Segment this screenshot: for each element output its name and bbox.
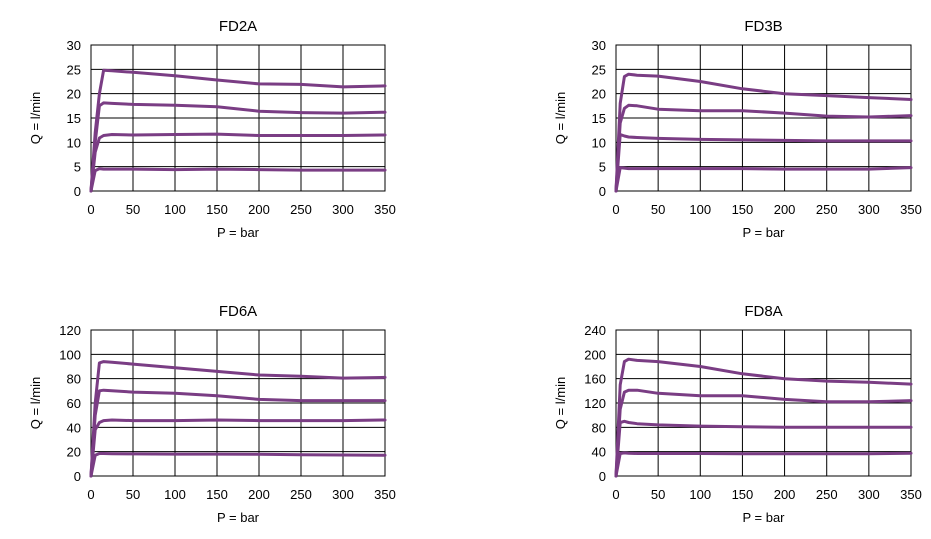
chart-fd6a-curve-3 — [89, 418, 387, 478]
chart-fd6a-xtick-label: 50 — [126, 487, 140, 502]
chart-fd6a-frame — [90, 329, 386, 477]
chart-fd6a-ytick-label: 0 — [74, 469, 81, 484]
chart-fd2a-ytick-label: 10 — [67, 135, 81, 150]
chart-fd6a-xlabel: P = bar — [217, 510, 260, 525]
chart-fd8a-xtick-label: 300 — [858, 487, 880, 502]
chart-fd2a-ytick-label: 25 — [67, 62, 81, 77]
chart-fd2a-curve-3 — [89, 132, 387, 193]
chart-fd2a-curve-4 — [89, 167, 387, 193]
chart-fd2a-ytick-label: 15 — [67, 111, 81, 126]
chart-fd8a-xtick-label: 250 — [816, 487, 838, 502]
chart-fd3b-ytick-label: 0 — [599, 184, 606, 199]
chart-fd3b-curve-2 — [614, 103, 913, 193]
chart-fd2a-xlabel: P = bar — [217, 225, 260, 240]
chart-fd8a-ytick-label: 0 — [599, 469, 606, 484]
chart-fd6a-xtick-label: 150 — [206, 487, 228, 502]
chart-fd6a-ylabel: Q = l/min — [28, 377, 43, 429]
chart-fd6a-curve-4 — [89, 452, 387, 478]
chart-fd6a-xtick-label: 200 — [248, 487, 270, 502]
chart-fd2a: 0 50 100 150 200 250 300 350 0 5 10 15 20 25 30 FD2A P =… — [28, 18, 396, 240]
chart-fd8a-ytick-label: 240 — [584, 323, 606, 338]
chart-fd3b-xtick-label: 200 — [774, 202, 796, 217]
chart-fd2a-curve-2 — [89, 101, 387, 193]
chart-fd6a-ytick-label: 120 — [59, 323, 81, 338]
chart-fd3b-curve-4 — [614, 166, 913, 193]
chart-fd6a-ytick-label: 80 — [67, 372, 81, 387]
chart-fd2a-xtick-label: 300 — [332, 202, 354, 217]
chart-fd6a-curve-2 — [89, 388, 387, 478]
chart-fd3b-xtick-label: 50 — [651, 202, 665, 217]
chart-fd8a: 0 50 100 150 200 250 300 350 0 40 80 120 160 200 240 FD… — [553, 303, 922, 525]
chart-fd3b-curve-3 — [614, 133, 913, 193]
chart-fd8a-ytick-label: 120 — [584, 396, 606, 411]
chart-fd6a-curve-1 — [89, 360, 387, 478]
chart-fd8a-xtick-label: 350 — [900, 487, 922, 502]
chart-fd8a-ylabel: Q = l/min — [553, 377, 568, 429]
chart-fd3b-xtick-label: 0 — [612, 202, 619, 217]
chart-fd8a-ytick-label: 80 — [592, 420, 606, 435]
chart-fd8a-xtick-label: 200 — [774, 487, 796, 502]
chart-fd3b-xtick-label: 350 — [900, 202, 922, 217]
chart-fd8a-curve-3 — [614, 419, 913, 478]
chart-fd3b-xtick-label: 100 — [689, 202, 711, 217]
chart-fd2a-ytick-label: 0 — [74, 184, 81, 199]
chart-fd8a-ytick-label: 160 — [584, 372, 606, 387]
chart-fd8a-curve-4 — [614, 451, 913, 478]
chart-fd6a: 0 50 100 150 200 250 300 350 0 20 40 60 80 100 120 FD6A… — [28, 303, 396, 525]
chart-fd3b-ytick-label: 30 — [592, 38, 606, 53]
chart-fd8a-xtick-label: 150 — [732, 487, 754, 502]
chart-fd6a-xtick-label: 0 — [87, 487, 94, 502]
chart-fd6a-xtick-label: 300 — [332, 487, 354, 502]
chart-fd3b-xtick-label: 250 — [816, 202, 838, 217]
chart-fd2a-xtick-label: 50 — [126, 202, 140, 217]
chart-fd3b-ytick-label: 20 — [592, 87, 606, 102]
chart-fd2a-xtick-label: 250 — [290, 202, 312, 217]
chart-fd8a-curve-2 — [614, 388, 913, 478]
chart-fd8a-curve-1 — [614, 357, 913, 478]
chart-fd8a-xtick-label: 0 — [612, 487, 619, 502]
chart-fd2a-xtick-label: 100 — [164, 202, 186, 217]
chart-fd6a-title: FD6A — [219, 303, 257, 320]
chart-fd3b-ytick-label: 15 — [592, 111, 606, 126]
chart-fd3b-frame — [615, 44, 912, 192]
chart-fd2a-xtick-label: 150 — [206, 202, 228, 217]
chart-fd2a-curve-1 — [89, 68, 387, 193]
chart-fd6a-ytick-label: 40 — [67, 420, 81, 435]
chart-fd2a-frame — [90, 44, 386, 192]
chart-fd2a-title: FD2A — [219, 18, 257, 35]
chart-fd3b-title: FD3B — [744, 18, 782, 35]
chart-fd8a-xlabel: P = bar — [742, 510, 785, 525]
chart-fd3b-ylabel: Q = l/min — [553, 92, 568, 144]
chart-fd6a-xtick-label: 350 — [374, 487, 396, 502]
chart-fd8a-xtick-label: 100 — [689, 487, 711, 502]
chart-fd2a-ytick-label: 30 — [67, 38, 81, 53]
chart-fd8a-ytick-label: 200 — [584, 347, 606, 362]
chart-fd2a-xtick-label: 200 — [248, 202, 270, 217]
chart-fd2a-ytick-label: 5 — [74, 160, 81, 175]
chart-fd2a-xtick-label: 0 — [87, 202, 94, 217]
chart-fd6a-ytick-label: 20 — [67, 445, 81, 460]
chart-fd3b-ytick-label: 5 — [599, 160, 606, 175]
chart-fd6a-ytick-label: 60 — [67, 396, 81, 411]
chart-fd6a-xtick-label: 250 — [290, 487, 312, 502]
chart-fd6a-ytick-label: 100 — [59, 347, 81, 362]
chart-fd3b-curve-1 — [614, 72, 913, 193]
chart-fd3b-ytick-label: 10 — [592, 135, 606, 150]
chart-fd3b-xtick-label: 300 — [858, 202, 880, 217]
chart-fd2a-ylabel: Q = l/min — [28, 92, 43, 144]
chart-fd2a-ytick-label: 20 — [67, 87, 81, 102]
chart-fd8a-ytick-label: 40 — [592, 445, 606, 460]
chart-fd3b-xtick-label: 150 — [732, 202, 754, 217]
chart-fd2a-xtick-label: 350 — [374, 202, 396, 217]
chart-fd8a-frame — [615, 329, 912, 477]
chart-fd3b-ytick-label: 25 — [592, 62, 606, 77]
chart-fd6a-xtick-label: 100 — [164, 487, 186, 502]
chart-fd3b-xlabel: P = bar — [742, 225, 785, 240]
chart-fd8a-title: FD8A — [744, 303, 782, 320]
chart-fd8a-xtick-label: 50 — [651, 487, 665, 502]
chart-fd3b: 0 50 100 150 200 250 300 350 0 5 10 15 20 25 30 FD3B P =… — [553, 18, 922, 240]
